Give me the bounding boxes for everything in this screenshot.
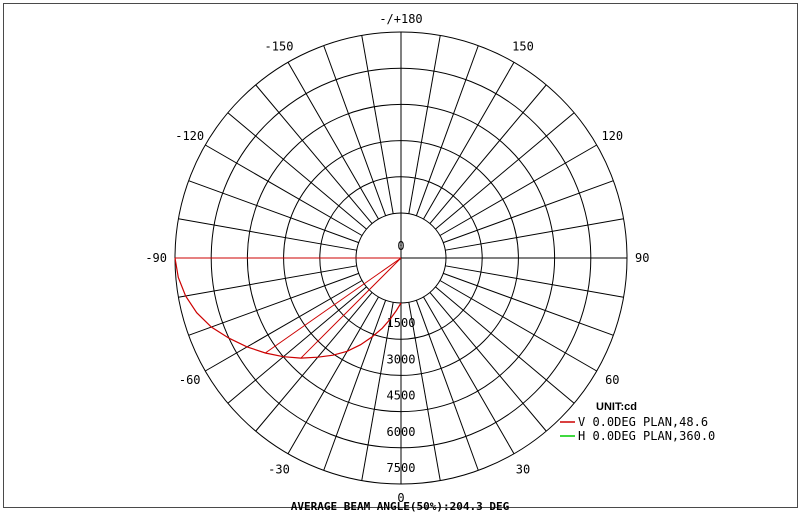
radial-tick-3000: 3000 (387, 352, 416, 366)
grid-spoke-260 (178, 218, 357, 251)
angle-label-150: 150 (512, 40, 534, 54)
grid-spoke-310 (227, 286, 367, 404)
grid-spoke-210 (287, 62, 379, 220)
grid-spoke-10 (408, 302, 441, 481)
grid-spoke-100 (445, 218, 624, 251)
angle-label-90: 90 (635, 251, 649, 265)
radial-tick-7500: 7500 (387, 461, 416, 475)
radial-tick-6000: 6000 (387, 425, 416, 439)
grid-spoke-80 (445, 265, 624, 298)
grid-spoke-20 (415, 300, 479, 471)
angle-label--120: -120 (175, 129, 204, 143)
grid-spoke-160 (415, 45, 479, 216)
grid-spoke-70 (443, 272, 614, 336)
grid-spoke-110 (443, 180, 614, 244)
series-0-ray-9 (300, 257, 402, 359)
angle-label--60: -60 (179, 373, 201, 387)
footer-beam-angle: AVERAGE BEAM ANGLE(50%):204.3 DEG (291, 500, 510, 513)
grid-spoke-30 (423, 296, 515, 454)
grid-spoke-230 (227, 112, 367, 230)
grid-spoke-40 (429, 292, 547, 432)
unit-label: UNIT:cd (596, 401, 637, 413)
grid-spoke-130 (435, 112, 575, 230)
grid-spoke-200 (323, 45, 387, 216)
grid-spoke-340 (323, 300, 387, 471)
grid-spoke-140 (429, 84, 547, 224)
angle-label-60: 60 (605, 373, 619, 387)
legend: UNIT:cd V 0.0DEG PLAN,48.6 H 0.0DEG PLAN… (560, 401, 715, 443)
grid-spoke-290 (188, 272, 359, 336)
grid-spoke-120 (439, 144, 597, 236)
legend-label-v: V 0.0DEG PLAN,48.6 (578, 415, 708, 429)
grid-spoke-150 (423, 62, 515, 220)
grid-spoke-190 (361, 35, 394, 214)
grid-spoke-280 (178, 265, 357, 298)
radial-tick-0: 0 (397, 239, 404, 253)
angle-label--+180: -/+180 (379, 12, 422, 26)
grid-spoke-320 (255, 292, 373, 432)
angle-label-30: 30 (516, 462, 530, 476)
grid-spoke-240 (205, 144, 363, 236)
radial-tick-4500: 4500 (387, 389, 416, 403)
radial-tick-1500: 1500 (387, 316, 416, 330)
radial-tick-labels: 0 1500 3000 4500 6000 7500 (387, 239, 416, 475)
grid-spoke-330 (287, 296, 379, 454)
angle-label--90: -90 (145, 251, 167, 265)
legend-label-h: H 0.0DEG PLAN,360.0 (578, 429, 715, 443)
grid-spoke-50 (435, 286, 575, 404)
angle-label--150: -150 (265, 40, 294, 54)
angle-label-0: 0 (397, 491, 404, 505)
series-0-curve (174, 257, 402, 359)
grid-spoke-300 (205, 280, 363, 372)
grid-spoke-350 (361, 302, 394, 481)
series-group (174, 257, 402, 359)
angle-label-120: 120 (601, 129, 623, 143)
series-0-ray-7 (265, 257, 402, 354)
angle-label--30: -30 (268, 462, 290, 476)
grid-spoke-250 (188, 180, 359, 244)
chart-frame (3, 3, 798, 508)
grid-spoke-220 (255, 84, 373, 224)
grid-spoke-60 (439, 280, 597, 372)
grid-spoke-170 (408, 35, 441, 214)
angle-labels: -/+180 -150 150 -120 120 -90 90 -60 60 -30 30 0 (145, 12, 649, 505)
